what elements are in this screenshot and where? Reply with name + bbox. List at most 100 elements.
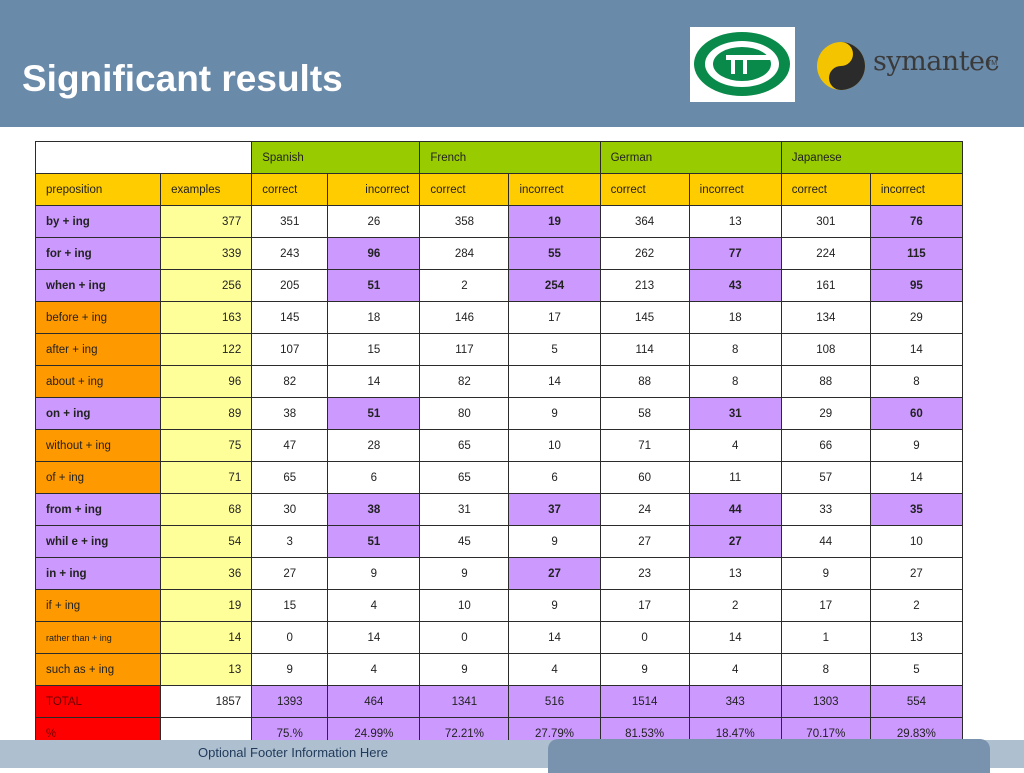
value-cell: 8 xyxy=(688,333,782,366)
ctts-logo xyxy=(690,27,795,102)
language-header: German xyxy=(599,141,782,174)
value-cell: 262 xyxy=(599,237,690,270)
preposition-cell: whil e + ing xyxy=(34,525,162,558)
value-cell: 24 xyxy=(599,493,690,526)
symantec-wordmark: symantec xyxy=(873,46,1000,77)
table-row: from + ing 68 30 38 31 37 24 44 33 35 xyxy=(34,493,964,526)
value-cell: 2 xyxy=(688,589,782,622)
value-cell: 13 xyxy=(688,205,782,238)
value-cell: 35 xyxy=(869,493,964,526)
language-header: Japanese xyxy=(780,141,964,174)
total-value: 1303 xyxy=(780,685,871,718)
value-cell: 9 xyxy=(508,397,601,430)
examples-cell: 68 xyxy=(160,493,253,526)
value-cell: 65 xyxy=(251,461,329,494)
value-cell: 17 xyxy=(508,301,601,334)
value-cell: 4 xyxy=(327,589,421,622)
value-cell: 43 xyxy=(688,269,782,302)
value-cell: 5 xyxy=(508,333,601,366)
value-cell: 26 xyxy=(327,205,421,238)
value-cell: 66 xyxy=(780,429,871,462)
language-header-row: Spanish French German Japanese xyxy=(34,141,964,174)
value-cell: 9 xyxy=(327,557,421,590)
value-cell: 358 xyxy=(419,205,510,238)
value-cell: 9 xyxy=(251,653,329,686)
examples-header: examples xyxy=(160,173,253,206)
value-cell: 47 xyxy=(251,429,329,462)
value-cell: 65 xyxy=(419,429,510,462)
value-cell: 13 xyxy=(688,557,782,590)
footer-tab xyxy=(548,739,990,773)
total-value: 516 xyxy=(508,685,601,718)
total-value: 464 xyxy=(327,685,421,718)
examples-cell: 256 xyxy=(160,269,253,302)
value-cell: 88 xyxy=(599,365,690,398)
value-cell: 1 xyxy=(780,621,871,654)
value-cell: 18 xyxy=(327,301,421,334)
value-cell: 60 xyxy=(869,397,964,430)
value-cell: 27 xyxy=(688,525,782,558)
value-cell: 9 xyxy=(419,557,510,590)
correct-header: correct xyxy=(251,173,329,206)
value-cell: 96 xyxy=(327,237,421,270)
examples-cell: 14 xyxy=(160,621,253,654)
value-cell: 37 xyxy=(508,493,601,526)
incorrect-header: incorrect xyxy=(327,173,421,206)
table-row: before + ing 163 145 18 146 17 145 18 134 29 xyxy=(34,301,964,334)
symantec-logo: symantec TM xyxy=(815,38,1000,92)
preposition-cell: rather than + ing xyxy=(34,621,162,654)
total-value: 1393 xyxy=(251,685,329,718)
value-cell: 58 xyxy=(599,397,690,430)
value-cell: 27 xyxy=(251,557,329,590)
examples-cell: 377 xyxy=(160,205,253,238)
value-cell: 14 xyxy=(327,365,421,398)
value-cell: 15 xyxy=(251,589,329,622)
preposition-cell: before + ing xyxy=(34,301,162,334)
value-cell: 134 xyxy=(780,301,871,334)
incorrect-header: incorrect xyxy=(508,173,601,206)
value-cell: 8 xyxy=(869,365,964,398)
preposition-cell: in + ing xyxy=(34,557,162,590)
table-row: of + ing 71 65 6 65 6 60 11 57 14 xyxy=(34,461,964,494)
value-cell: 351 xyxy=(251,205,329,238)
value-cell: 107 xyxy=(251,333,329,366)
value-cell: 71 xyxy=(599,429,690,462)
value-cell: 146 xyxy=(419,301,510,334)
value-cell: 27 xyxy=(599,525,690,558)
value-cell: 10 xyxy=(508,429,601,462)
value-cell: 0 xyxy=(419,621,510,654)
value-cell: 95 xyxy=(869,269,964,302)
language-header: French xyxy=(419,141,601,174)
value-cell: 213 xyxy=(599,269,690,302)
value-cell: 17 xyxy=(599,589,690,622)
preposition-cell: about + ing xyxy=(34,365,162,398)
value-cell: 51 xyxy=(327,525,421,558)
value-cell: 23 xyxy=(599,557,690,590)
value-cell: 31 xyxy=(419,493,510,526)
table-row: without + ing 75 47 28 65 10 71 4 66 9 xyxy=(34,429,964,462)
value-cell: 2 xyxy=(419,269,510,302)
value-cell: 8 xyxy=(688,365,782,398)
total-value: 1514 xyxy=(599,685,690,718)
value-cell: 15 xyxy=(327,333,421,366)
total-value: 1341 xyxy=(419,685,510,718)
language-header: Spanish xyxy=(251,141,421,174)
value-cell: 2 xyxy=(869,589,964,622)
value-cell: 4 xyxy=(327,653,421,686)
preposition-cell: such as + ing xyxy=(34,653,162,686)
value-cell: 10 xyxy=(869,525,964,558)
preposition-cell: from + ing xyxy=(34,493,162,526)
table-row: for + ing 339 243 96 284 55 262 77 224 115 xyxy=(34,237,964,270)
value-cell: 44 xyxy=(780,525,871,558)
value-cell: 14 xyxy=(508,365,601,398)
value-cell: 33 xyxy=(780,493,871,526)
value-cell: 28 xyxy=(327,429,421,462)
value-cell: 38 xyxy=(251,397,329,430)
value-cell: 11 xyxy=(688,461,782,494)
value-cell: 57 xyxy=(780,461,871,494)
value-cell: 44 xyxy=(688,493,782,526)
column-header-row: preposition examples correct incorrect corre… xyxy=(34,173,964,206)
table-row: about + ing 96 82 14 82 14 88 8 88 8 xyxy=(34,365,964,398)
value-cell: 9 xyxy=(419,653,510,686)
total-value: 554 xyxy=(869,685,964,718)
